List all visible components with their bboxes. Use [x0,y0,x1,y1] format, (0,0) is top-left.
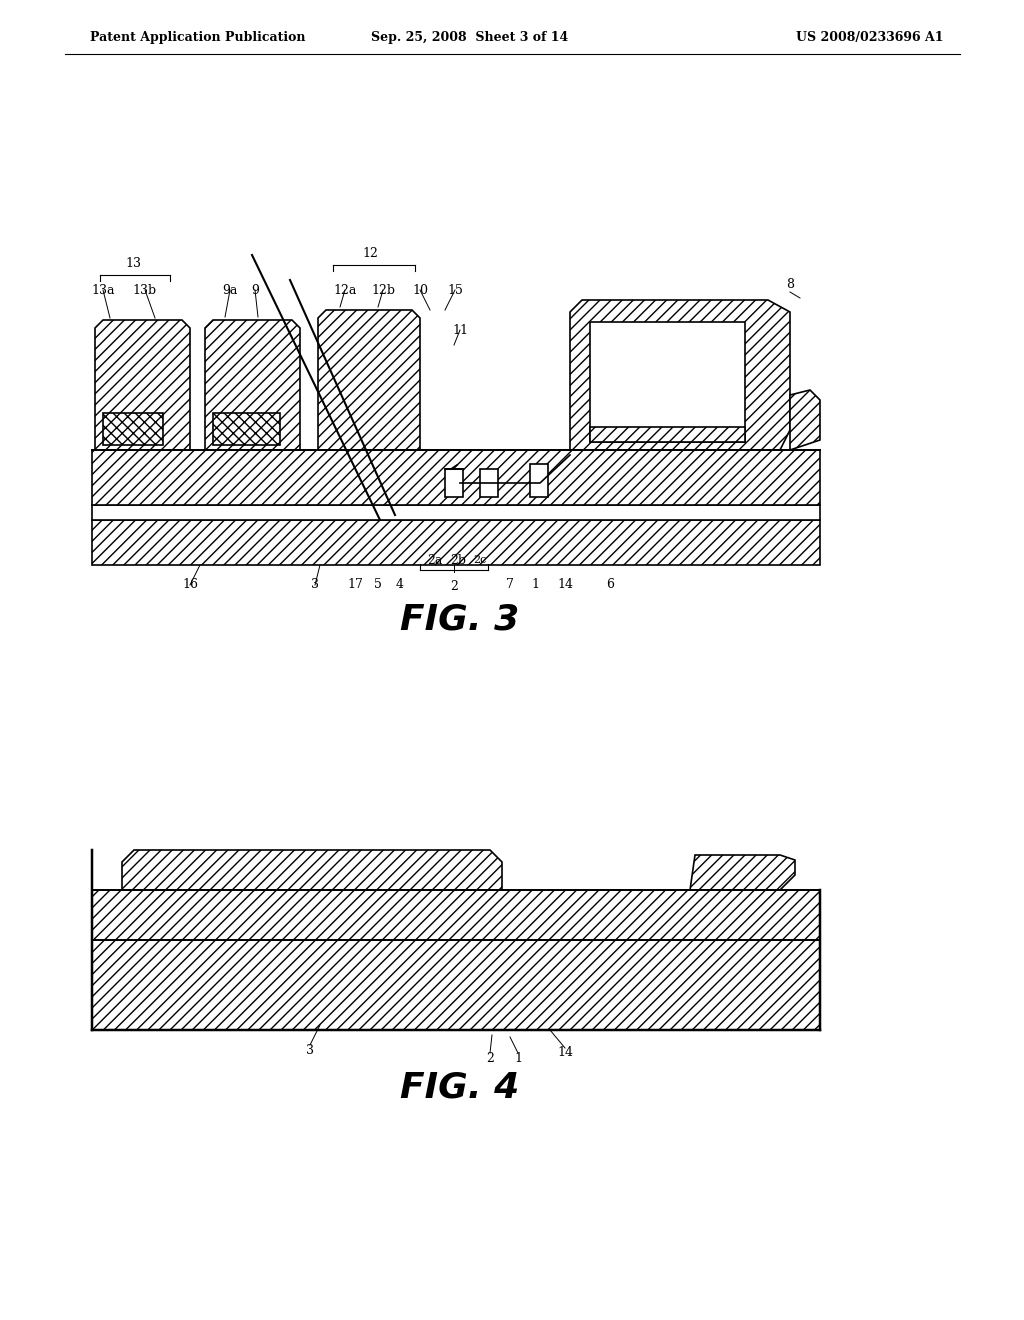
Polygon shape [213,413,280,445]
Polygon shape [445,469,463,498]
Text: 2: 2 [486,1052,494,1064]
Text: 3: 3 [311,578,319,591]
Text: US 2008/0233696 A1: US 2008/0233696 A1 [797,32,944,45]
Text: 13: 13 [125,257,141,271]
Text: 7: 7 [506,578,514,591]
Text: 14: 14 [557,1045,573,1059]
Text: 2c: 2c [473,554,486,565]
Text: FIG. 4: FIG. 4 [400,1071,519,1105]
Text: 9a: 9a [222,284,238,297]
Text: 10: 10 [412,284,428,297]
Text: 15: 15 [447,284,463,297]
Text: 2a: 2a [427,553,442,566]
Text: 6: 6 [606,578,614,591]
Polygon shape [590,426,745,442]
Polygon shape [205,319,300,450]
Text: Patent Application Publication: Patent Application Publication [90,32,305,45]
Polygon shape [790,389,820,450]
Polygon shape [92,890,820,940]
Text: 5: 5 [374,578,382,591]
Text: 13a: 13a [91,284,115,297]
Polygon shape [530,465,548,498]
Text: 13b: 13b [133,284,157,297]
Polygon shape [92,520,820,565]
Text: FIG. 3: FIG. 3 [400,603,519,638]
Text: 2: 2 [451,579,458,593]
Polygon shape [690,855,795,890]
Polygon shape [122,850,502,890]
Text: 1: 1 [514,1052,522,1064]
Polygon shape [318,310,420,450]
Polygon shape [95,319,190,450]
Text: 12a: 12a [334,284,356,297]
Polygon shape [92,506,820,520]
Text: 11: 11 [452,323,468,337]
Text: 17: 17 [347,578,362,591]
Text: 3: 3 [306,1044,314,1056]
Text: 1: 1 [531,578,539,591]
Polygon shape [570,300,790,450]
Polygon shape [480,469,498,498]
Polygon shape [92,450,820,506]
Text: 16: 16 [182,578,198,591]
Polygon shape [590,322,745,442]
Text: 2b: 2b [450,553,466,566]
Polygon shape [92,940,820,1030]
Text: 12: 12 [362,247,378,260]
Text: 8: 8 [786,279,794,292]
Text: 4: 4 [396,578,404,591]
Text: 9: 9 [251,284,259,297]
Text: 12b: 12b [371,284,395,297]
Text: Sep. 25, 2008  Sheet 3 of 14: Sep. 25, 2008 Sheet 3 of 14 [372,32,568,45]
Text: 14: 14 [557,578,573,591]
Polygon shape [103,413,163,445]
